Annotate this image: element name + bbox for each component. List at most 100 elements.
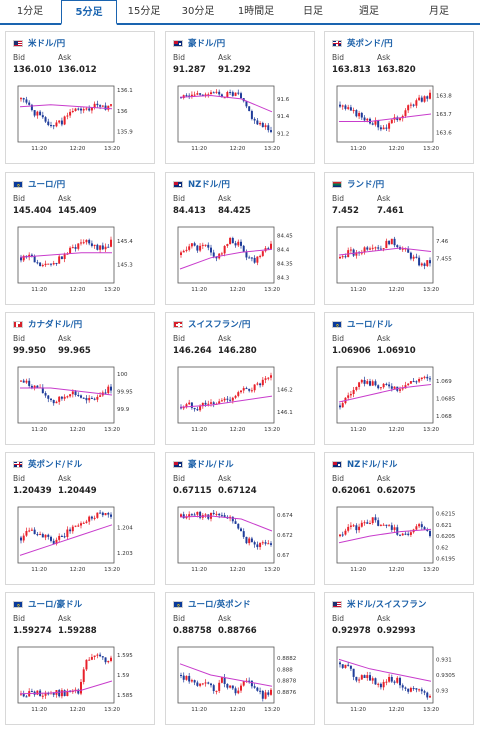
pair-link[interactable]: 英ポンド/ドル [13,458,82,470]
price-chart[interactable]: 1.595 1.59 1.585 11:20 12:20 13:20 [14,645,136,717]
pair-link[interactable]: ランド/円 [332,178,384,190]
candle-body [104,657,107,663]
tab-1[interactable]: 1分足 [16,6,44,17]
candle-body [377,520,380,526]
y-tick-label: 0.8876 [277,690,296,696]
candle-body [41,695,44,697]
pair-link[interactable]: ユーロ/ドル [332,318,393,330]
price-chart[interactable]: 91.6 91.4 91.2 11:20 12:20 13:20 [174,84,296,156]
price-chart[interactable]: 0.931 0.9305 0.93 11:20 12:20 13:20 [333,645,455,717]
rate-card[interactable]: 豪ドル/ドル Bid Ask 0.67115 0.67124 0.674 0.672 0.67… [165,452,315,585]
pair-link[interactable]: NZドル/円 [173,178,230,190]
bid-label: Bid [332,474,344,483]
rate-card[interactable]: NZドル/ドル Bid Ask 0.62061 0.62075 0.6215 0.621 0.… [324,452,474,585]
price-chart[interactable]: 100 99.95 99.9 11:20 12:20 13:20 [14,365,136,437]
candle-body [360,522,363,527]
candle-body [385,240,388,249]
tab-3[interactable]: 15分足 [127,6,161,17]
pair-link[interactable]: カナダドル/円 [13,318,82,330]
price-chart[interactable]: 145.4 145.3 11:20 12:20 13:20 [14,225,136,297]
candle-body [223,677,226,684]
price-chart[interactable]: 1.069 1.0685 1.068 11:20 12:20 13:20 [333,365,455,437]
pair-link[interactable]: 米ドル/円 [13,37,65,49]
pair-link[interactable]: 豪ドル/ドル [173,458,234,470]
candle-body [74,108,77,111]
candle-body [234,521,237,524]
pair-link[interactable]: ユーロ/円 [13,178,65,190]
candle-body [253,257,256,263]
candle-body [264,125,267,128]
tab-4[interactable]: 30分足 [181,6,215,17]
price-chart[interactable]: 0.674 0.672 0.67 11:20 12:20 13:20 [174,505,296,577]
price-chart[interactable]: 84.45 84.4 84.35 84.3 11:20 12:20 13:20 [174,225,296,297]
candle-body [58,690,61,697]
candle-body [47,534,50,537]
rate-card[interactable]: NZドル/円 Bid Ask 84.413 84.425 84.45 84.4 84.35 84… [165,172,315,305]
candle-body [33,256,36,263]
rate-card[interactable]: スイスフラン/円 Bid Ask 146.264 146.280 146.2 146.1 11… [165,312,315,445]
candle-body [60,256,63,260]
y-tick-label: 0.888 [277,667,293,673]
tab-7[interactable]: 週足 [359,6,379,17]
candle-body [242,531,245,537]
pair-link[interactable]: 英ポンド/円 [332,37,393,49]
tab-5[interactable]: 1時間足 [237,6,275,17]
candle-body [270,130,272,132]
pair-link[interactable]: 米ドル/スイスフラン [332,598,426,610]
candle-body [256,383,259,385]
candle-body [22,98,25,100]
rate-card[interactable]: ユーロ/豪ドル Bid Ask 1.59274 1.59288 1.595 1.59 1.58… [5,592,155,725]
rate-card[interactable]: ユーロ/円 Bid Ask 145.404 145.409 145.4 145.3 11:20… [5,172,155,305]
rate-card[interactable]: ランド/円 Bid Ask 7.452 7.461 7.46 7.455 11:20 12:20… [324,172,474,305]
candle-body [96,654,99,656]
y-tick-label: 1.068 [436,414,452,420]
candle-body [426,692,429,698]
candle-body [256,687,259,691]
candle-body [28,530,31,532]
candle-body [429,378,431,380]
y-tick-label: 84.35 [277,261,293,267]
price-chart[interactable]: 0.8882 0.888 0.8878 0.8876 11:20 12:20 13:20 [174,645,296,717]
candle-body [358,112,361,117]
pair-link[interactable]: NZドル/ドル [332,458,397,470]
candle-body [20,98,22,100]
candle-body [77,395,80,397]
plot-frame [17,226,115,284]
pair-link[interactable]: ユーロ/豪ドル [13,598,82,610]
price-chart[interactable]: 136.1 136 135.9 11:20 12:20 13:20 [14,84,136,156]
candle-body [360,112,363,118]
rate-card[interactable]: 英ポンド/円 Bid Ask 163.813 163.820 163.8 163.7 163.… [324,31,474,164]
pair-link[interactable]: スイスフラン/円 [173,318,250,330]
rate-card[interactable]: ユーロ/英ポンド Bid Ask 0.88758 0.88766 0.8882 0.888 0… [165,592,315,725]
candle-body [41,115,44,118]
rate-card[interactable]: カナダドル/円 Bid Ask 99.950 99.965 100 99.95 99.9 11:… [5,312,155,445]
pair-link[interactable]: ユーロ/英ポンド [173,598,251,610]
candle-body [188,675,191,682]
rate-card[interactable]: 米ドル/スイスフラン Bid Ask 0.92978 0.92993 0.931 0.930… [324,592,474,725]
rate-card[interactable]: 英ポンド/ドル Bid Ask 1.20439 1.20449 1.204 1.203 11:… [5,452,155,585]
rate-card[interactable]: 米ドル/円 Bid Ask 136.010 136.012 136.1 136 135.9 11… [5,31,155,164]
pair-link[interactable]: 豪ドル/円 [173,37,225,49]
price-chart[interactable]: 1.204 1.203 11:20 12:20 13:20 [14,505,136,577]
candle-body [188,514,191,517]
candle-body [223,97,226,99]
rate-card[interactable]: ユーロ/ドル Bid Ask 1.06906 1.06910 1.069 1.0685 1.0… [324,312,474,445]
candle-body [399,118,401,121]
candle-body [429,531,431,537]
candle-body [36,111,39,116]
price-chart[interactable]: 163.8 163.7 163.6 11:20 12:20 13:20 [333,84,455,156]
candle-body [256,256,259,263]
candle-body [349,525,352,527]
candle-body [71,526,74,532]
tab-6[interactable]: 日足 [303,6,323,17]
candle-body [58,120,61,123]
candle-body [415,381,418,383]
price-chart[interactable]: 0.6215 0.621 0.6205 0.62 0.6195 11:20 12:20 13:… [333,505,455,577]
rate-card[interactable]: 豪ドル/円 Bid Ask 91.287 91.292 91.6 91.4 91.2 11:20… [165,31,315,164]
price-chart[interactable]: 7.46 7.455 11:20 12:20 13:20 [333,225,455,297]
tab-8[interactable]: 月足 [429,6,449,17]
candle-body [420,377,423,380]
candle-body [369,523,371,525]
price-chart[interactable]: 146.2 146.1 11:20 12:20 13:20 [174,365,296,437]
tab-2[interactable]: 5分足 [61,0,117,25]
